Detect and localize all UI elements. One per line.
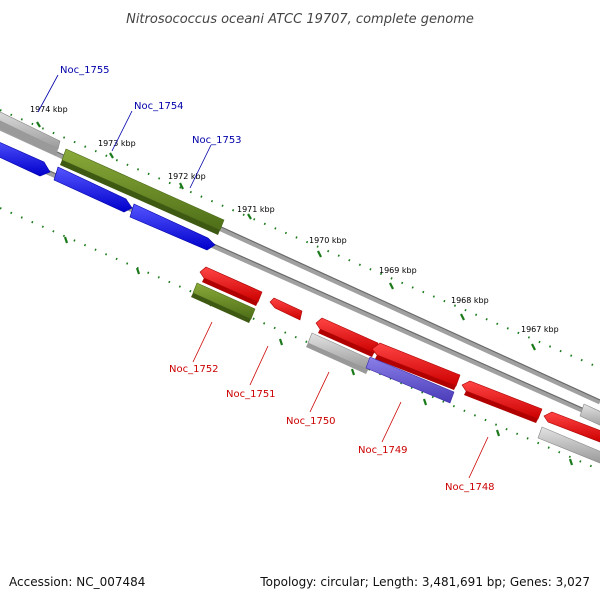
map-title: Nitrosococcus oceani ATCC 19707, complet…: [126, 12, 474, 27]
reverse-features: [191, 266, 600, 464]
gene-label-noc-1750[interactable]: Noc_1750: [286, 416, 336, 427]
reverse-gene-labels: Noc_1752 Noc_1751 Noc_1750 Noc_1749 Noc_…: [169, 321, 495, 493]
gene-label-noc-1749[interactable]: Noc_1749: [358, 445, 408, 456]
gene-feature-grey[interactable]: [537, 426, 600, 464]
accession-text: Accession: NC_007484: [9, 575, 145, 589]
gene-label-noc-1755[interactable]: Noc_1755: [60, 65, 110, 76]
gene-label-noc-1753[interactable]: Noc_1753: [192, 135, 242, 146]
gene-label-noc-1754[interactable]: Noc_1754: [134, 101, 184, 112]
inner-tick-track: [0, 207, 600, 471]
kbp-label: 1970 kbp: [309, 236, 347, 245]
kbp-label: 1972 kbp: [168, 172, 206, 181]
kbp-scale-labels: 1974 kbp 1973 kbp 1972 kbp 1971 kbp 1970…: [30, 105, 559, 334]
genome-summary-text: Topology: circular; Length: 3,481,691 bp…: [259, 575, 590, 589]
kbp-label: 1968 kbp: [451, 296, 489, 305]
outer-tick-track: [0, 109, 600, 369]
gene-feature-red[interactable]: [269, 297, 303, 321]
gene-feature-lavender[interactable]: [365, 356, 455, 404]
gene-label-noc-1748[interactable]: Noc_1748: [445, 482, 495, 493]
kbp-label: 1973 kbp: [98, 139, 136, 148]
kbp-label: 1969 kbp: [379, 266, 417, 275]
kbp-label: 1974 kbp: [30, 105, 68, 114]
forward-gene-labels: Noc_1755 Noc_1754 Noc_1753: [37, 65, 242, 189]
gene-feature-blue[interactable]: [0, 138, 51, 177]
gene-feature-blue[interactable]: [129, 203, 216, 251]
kbp-label: 1971 kbp: [237, 205, 275, 214]
forward-features: [0, 111, 600, 428]
gene-feature-red[interactable]: [543, 411, 600, 443]
gene-label-noc-1751[interactable]: Noc_1751: [226, 389, 276, 400]
gene-feature-blue[interactable]: [53, 166, 133, 213]
kbp-label: 1967 kbp: [521, 325, 559, 334]
gene-label-noc-1752[interactable]: Noc_1752: [169, 364, 219, 375]
gene-feature-grey[interactable]: [579, 403, 600, 428]
